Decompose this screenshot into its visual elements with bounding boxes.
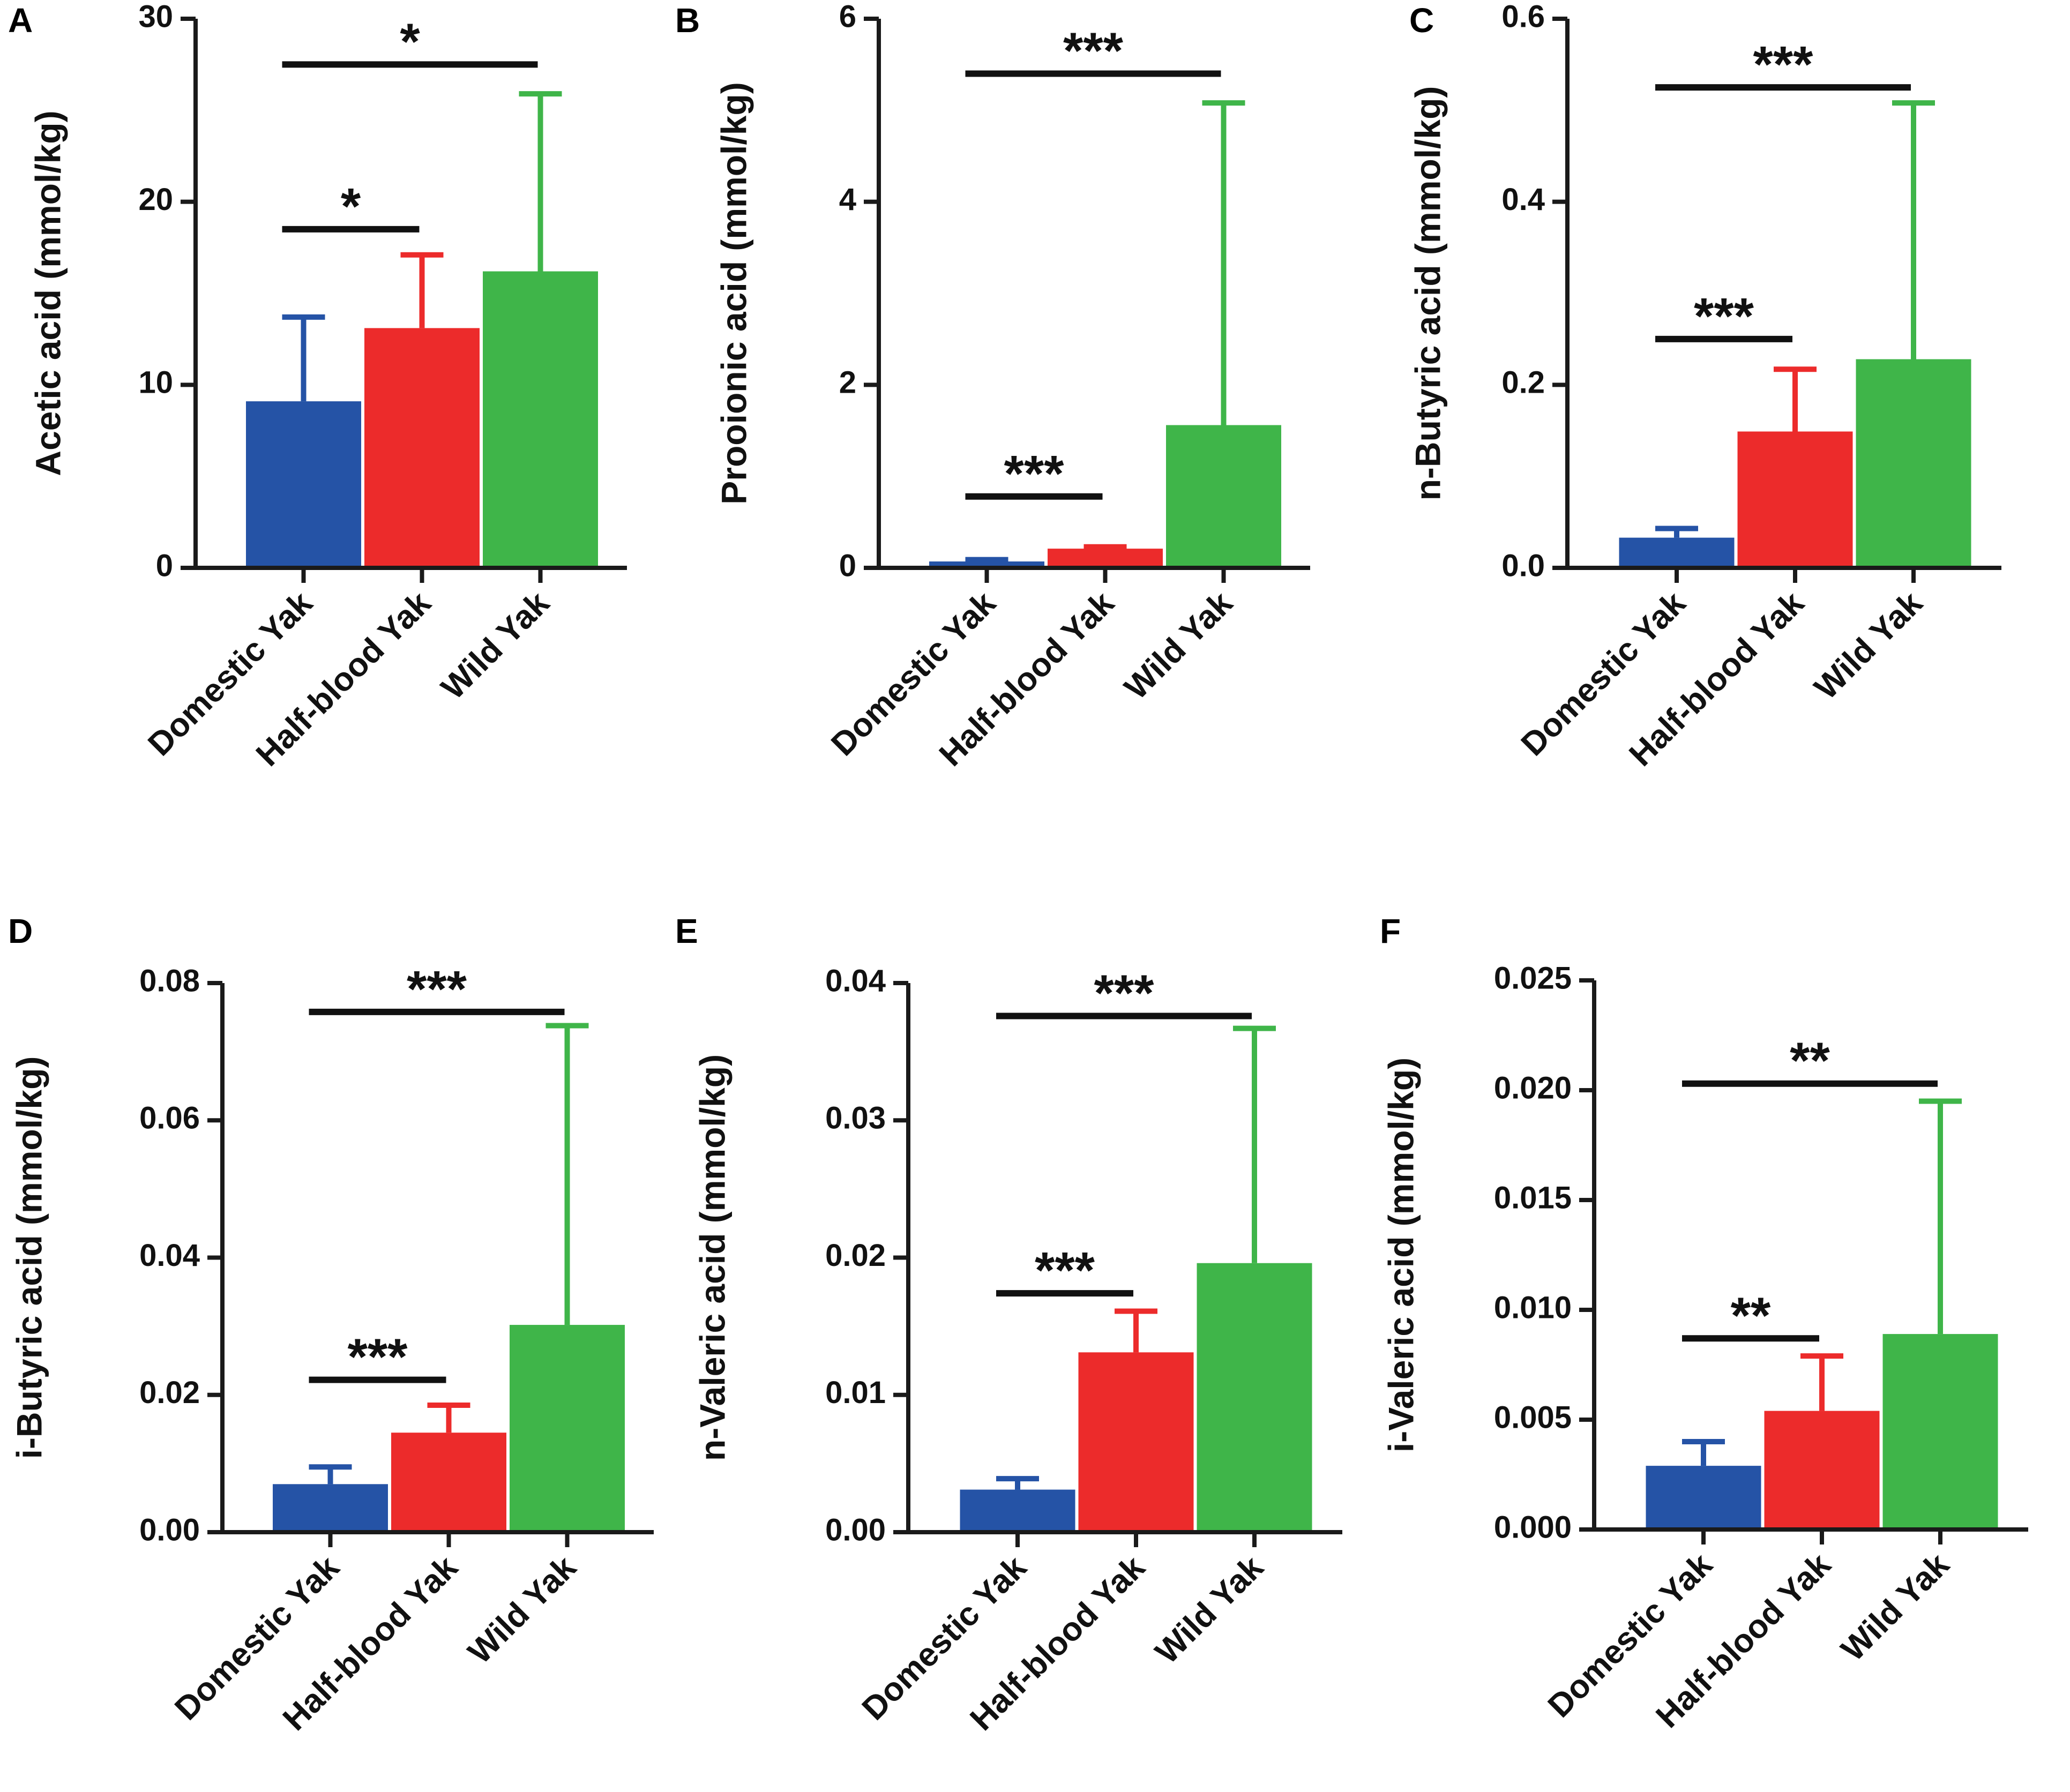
y-tick-label: 30 bbox=[138, 0, 173, 34]
y-tick-label: 0.04 bbox=[825, 963, 886, 998]
significance-label: ** bbox=[1790, 1032, 1830, 1090]
y-tick-label: 0.015 bbox=[1494, 1180, 1572, 1215]
y-tick-label: 2 bbox=[839, 365, 856, 400]
y-tick-label: 10 bbox=[138, 365, 173, 400]
y-tick-label: 0.01 bbox=[825, 1375, 886, 1410]
chart-panel-e: En-Valeric acid (mmol/kg) 0.00 0.01 0.02 0.0… bbox=[675, 912, 1342, 1738]
y-tick-label: 0 bbox=[156, 548, 173, 583]
bar-domestic-yak bbox=[273, 1484, 388, 1532]
significance-label: *** bbox=[347, 1329, 408, 1386]
x-tick-label: Wild Yak bbox=[1834, 1546, 1956, 1668]
panel-letter: E bbox=[675, 912, 698, 950]
y-tick-label: 0.00 bbox=[139, 1512, 200, 1547]
y-tick-label: 0.000 bbox=[1494, 1510, 1572, 1544]
bar-wild-yak bbox=[1166, 425, 1281, 568]
bar-half-blood-yak bbox=[1764, 1411, 1880, 1529]
y-tick-label: 0.00 bbox=[825, 1512, 886, 1547]
y-tick-label: 0.02 bbox=[825, 1238, 886, 1273]
y-tick-label: 20 bbox=[138, 182, 173, 217]
bar-domestic-yak bbox=[1619, 537, 1735, 568]
chart-panel-f: Fi-Valeric acid (mmol/kg) 0.000 0.005 0.010… bbox=[1380, 912, 2028, 1735]
bar-domestic-yak bbox=[960, 1489, 1075, 1532]
y-tick-label: 0.2 bbox=[1501, 365, 1545, 400]
x-tick-label: Wild Yak bbox=[1117, 584, 1239, 707]
panel-letter: B bbox=[675, 1, 700, 40]
significance-label: *** bbox=[407, 961, 467, 1018]
y-tick-label: 0.6 bbox=[1501, 0, 1545, 34]
significance-label: *** bbox=[1694, 288, 1754, 345]
panel-letter: D bbox=[8, 912, 33, 950]
bar-wild-yak bbox=[1882, 1334, 1998, 1529]
bar-domestic-yak bbox=[246, 401, 361, 568]
y-tick-label: 6 bbox=[839, 0, 856, 34]
y-axis-label: n-Valeric acid (mmol/kg) bbox=[692, 1054, 732, 1461]
y-tick-label: 0.4 bbox=[1501, 182, 1545, 217]
y-axis-label: Acetic acid (mmol/kg) bbox=[28, 110, 68, 476]
bar-half-blood-yak bbox=[1737, 431, 1853, 568]
y-tick-label: 4 bbox=[839, 182, 856, 217]
x-tick-label: Wild Yak bbox=[461, 1549, 583, 1671]
significance-label: * bbox=[400, 13, 420, 70]
bar-domestic-yak bbox=[1646, 1466, 1761, 1529]
panel-letter: F bbox=[1380, 912, 1401, 950]
y-tick-label: 0 bbox=[839, 548, 856, 583]
x-tick-label: Wild Yak bbox=[1148, 1549, 1271, 1671]
y-tick-label: 0.06 bbox=[139, 1101, 200, 1136]
bar-half-blood-yak bbox=[364, 328, 480, 568]
bar-wild-yak bbox=[1197, 1263, 1312, 1532]
x-tick-label: Wild Yak bbox=[434, 584, 556, 707]
significance-label: *** bbox=[1004, 445, 1064, 503]
bar-half-blood-yak bbox=[1078, 1352, 1194, 1532]
y-axis-label: i-Valeric acid (mmol/kg) bbox=[1381, 1058, 1421, 1452]
significance-label: *** bbox=[1094, 965, 1154, 1022]
y-tick-label: 0.03 bbox=[825, 1101, 886, 1136]
bar-half-blood-yak bbox=[391, 1433, 506, 1532]
y-tick-label: 0.005 bbox=[1494, 1400, 1572, 1435]
significance-label: *** bbox=[1753, 36, 1813, 93]
y-tick-label: 0.08 bbox=[139, 963, 200, 998]
y-axis-label: n-Butyric acid (mmol/kg) bbox=[1408, 86, 1447, 501]
panel-letter: C bbox=[1409, 1, 1434, 40]
y-tick-label: 0.02 bbox=[139, 1375, 200, 1410]
bar-wild-yak bbox=[483, 271, 598, 568]
bar-wild-yak bbox=[510, 1325, 625, 1532]
y-axis-label: i-Butyric acid (mmol/kg) bbox=[9, 1056, 49, 1459]
chart-panel-d: Di-Butyric acid (mmol/kg) 0.00 0.02 0.04 0.0… bbox=[8, 912, 654, 1738]
y-tick-label: 0.020 bbox=[1494, 1070, 1572, 1105]
y-tick-label: 0.010 bbox=[1494, 1290, 1572, 1325]
significance-label: ** bbox=[1731, 1287, 1771, 1344]
significance-label: * bbox=[341, 178, 361, 235]
y-tick-label: 0.0 bbox=[1501, 548, 1545, 583]
panel-letter: A bbox=[8, 1, 33, 40]
y-axis-label: Prooionic acid (mmol/kg) bbox=[714, 82, 753, 504]
bar-wild-yak bbox=[1856, 359, 1971, 568]
bar-domestic-yak bbox=[929, 561, 1044, 568]
significance-label: *** bbox=[1035, 1242, 1095, 1299]
x-tick-label: Wild Yak bbox=[1807, 584, 1930, 707]
y-tick-label: 0.025 bbox=[1494, 961, 1572, 995]
y-tick-label: 0.04 bbox=[139, 1238, 200, 1273]
bar-half-blood-yak bbox=[1048, 549, 1163, 568]
chart-panel-c: Cn-Butyric acid (mmol/kg)0.00.20.40.6Dom… bbox=[1408, 0, 2001, 774]
significance-label: *** bbox=[1063, 23, 1124, 80]
